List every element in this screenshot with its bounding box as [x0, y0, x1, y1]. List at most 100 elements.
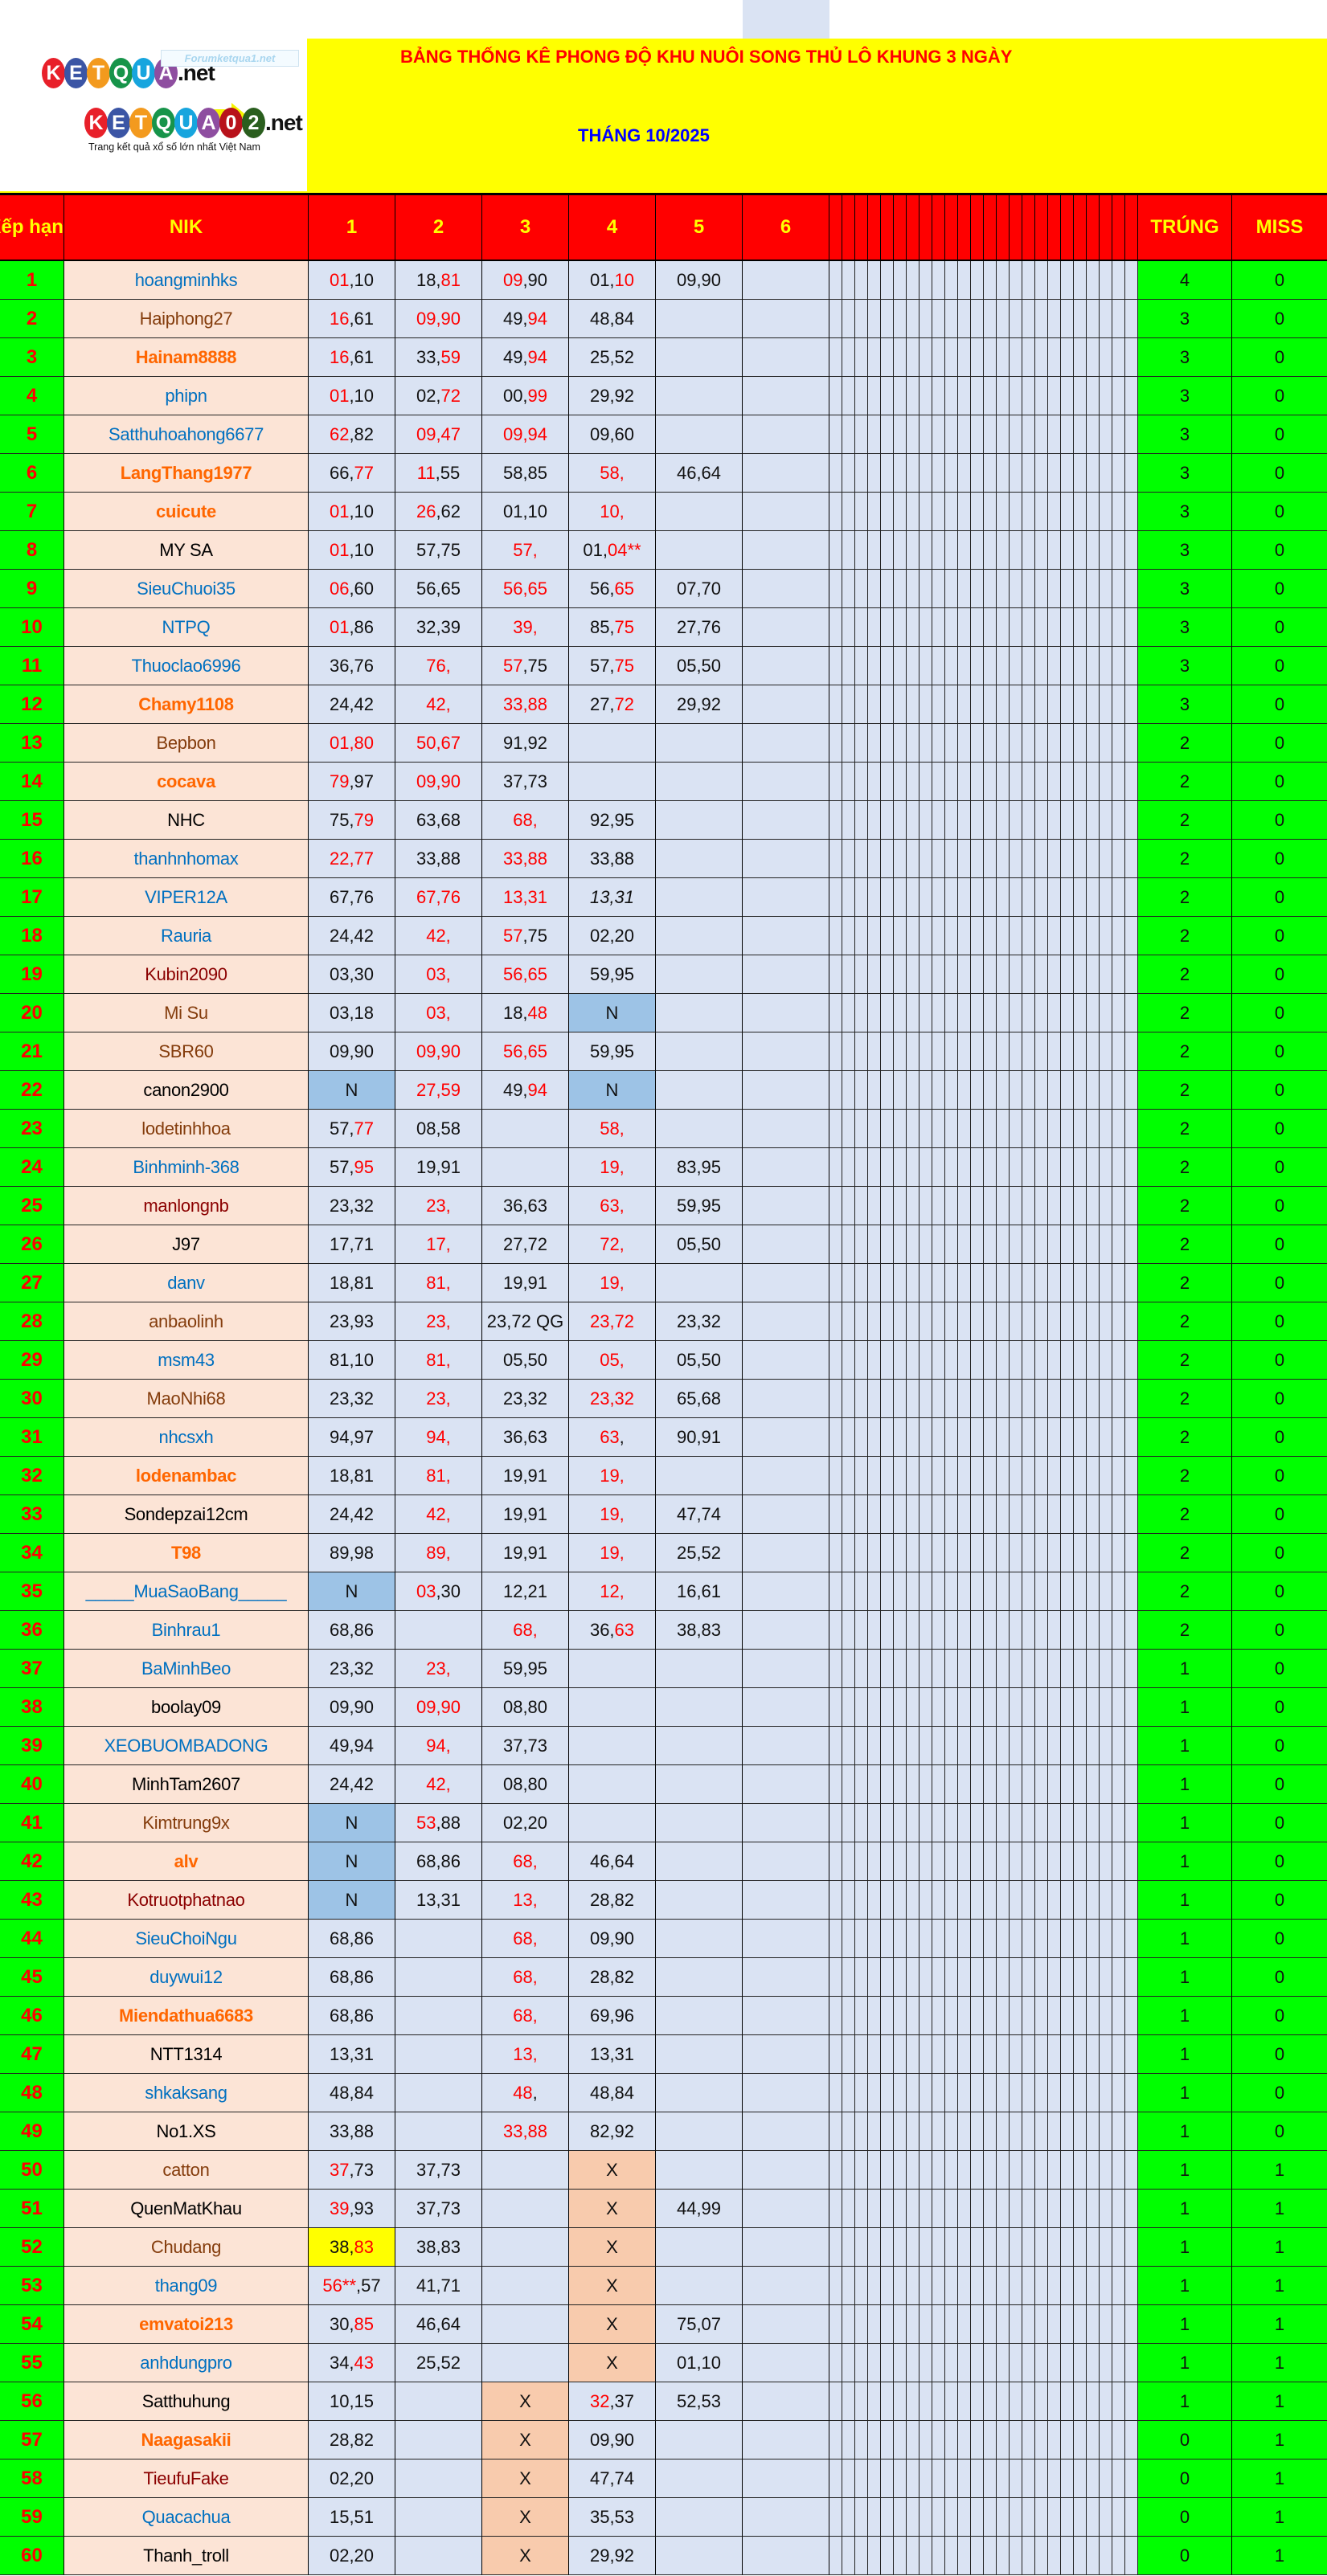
- spacer-cell: [932, 1110, 945, 1148]
- spacer-cell: [958, 2228, 971, 2267]
- spacer-cell: [1022, 1110, 1035, 1148]
- nik-cell[interactable]: Binhrau1: [64, 1611, 309, 1650]
- nik-cell[interactable]: shkaksang: [64, 2074, 309, 2112]
- nik-cell[interactable]: Bepbon: [64, 724, 309, 763]
- nik-cell[interactable]: MY SA: [64, 531, 309, 570]
- table-header-row: Xếp hạng NIK 1 2 3 4 5 6 TRÚNG MISS: [0, 193, 1327, 261]
- nik-cell[interactable]: MinhTam2607: [64, 1765, 309, 1804]
- nik-cell[interactable]: danv: [64, 1264, 309, 1302]
- spacer-cell: [868, 1920, 881, 1958]
- rank-cell: 46: [0, 1997, 64, 2035]
- nik-cell[interactable]: SBR60: [64, 1032, 309, 1071]
- spacer-cell: [829, 2421, 842, 2459]
- nik-cell[interactable]: alv: [64, 1842, 309, 1881]
- spacer-cell: [1087, 454, 1100, 493]
- nik-cell[interactable]: Chamy1108: [64, 685, 309, 724]
- nik-cell[interactable]: Sondepzai12cm: [64, 1495, 309, 1534]
- nik-cell[interactable]: NHC: [64, 801, 309, 840]
- nik-cell[interactable]: lodenambac: [64, 1457, 309, 1495]
- spacer-cell: [958, 1032, 971, 1071]
- nik-cell[interactable]: QuenMatKhau: [64, 2190, 309, 2228]
- nik-cell[interactable]: LangThang1977: [64, 454, 309, 493]
- nik-cell[interactable]: catton: [64, 2151, 309, 2190]
- spacer-cell: [1022, 1302, 1035, 1341]
- day-4-cell: [569, 1804, 656, 1842]
- nik-cell[interactable]: MaoNhi68: [64, 1380, 309, 1418]
- nik-cell[interactable]: Rauria: [64, 917, 309, 955]
- nik-cell[interactable]: cocava: [64, 763, 309, 801]
- spacer-cell: [919, 2459, 932, 2498]
- spacer-cell: [1087, 377, 1100, 415]
- spacer-cell: [1125, 801, 1138, 840]
- spacer-cell: [894, 1727, 907, 1765]
- nik-cell[interactable]: Kubin2090: [64, 955, 309, 994]
- nik-cell[interactable]: boolay09: [64, 1688, 309, 1727]
- nik-cell[interactable]: BaMinhBeo: [64, 1650, 309, 1688]
- day-5-cell: [656, 415, 743, 454]
- nik-cell[interactable]: TieufuFake: [64, 2459, 309, 2498]
- nik-cell[interactable]: duywui12: [64, 1958, 309, 1997]
- nik-cell[interactable]: XEOBUOMBADONG: [64, 1727, 309, 1765]
- spacer-cell: [1100, 493, 1112, 531]
- nik-cell[interactable]: SieuChoiNgu: [64, 1920, 309, 1958]
- spacer-cell: [1022, 955, 1035, 994]
- nik-cell[interactable]: msm43: [64, 1341, 309, 1380]
- nik-cell[interactable]: Haiphong27: [64, 300, 309, 338]
- nik-cell[interactable]: thanhnhomax: [64, 840, 309, 878]
- nik-cell[interactable]: thang09: [64, 2267, 309, 2305]
- spacer-cell: [1035, 2305, 1048, 2344]
- spacer-cell: [829, 1225, 842, 1264]
- spacer-cell: [842, 1920, 855, 1958]
- spacer-cell: [881, 1457, 894, 1495]
- nik-cell[interactable]: J97: [64, 1225, 309, 1264]
- rank-cell: 11: [0, 647, 64, 685]
- spacer-cell: [1022, 1881, 1035, 1920]
- spacer-cell: [1112, 1572, 1125, 1611]
- nik-cell[interactable]: Kotruotphatnao: [64, 1881, 309, 1920]
- nik-cell[interactable]: anbaolinh: [64, 1302, 309, 1341]
- hits-cell: 1: [1138, 1727, 1232, 1765]
- spacer-cell: [1022, 1187, 1035, 1225]
- nik-cell[interactable]: No1.XS: [64, 2112, 309, 2151]
- nik-cell[interactable]: SieuChuoi35: [64, 570, 309, 608]
- nik-cell[interactable]: Binhminh-368: [64, 1148, 309, 1187]
- nik-cell[interactable]: Hainam8888: [64, 338, 309, 377]
- nik-cell[interactable]: NTPQ: [64, 608, 309, 647]
- nik-cell[interactable]: manlongnb: [64, 1187, 309, 1225]
- nik-cell[interactable]: hoangminhks: [64, 261, 309, 300]
- nik-cell[interactable]: emvatoi213: [64, 2305, 309, 2344]
- rank-cell: 10: [0, 608, 64, 647]
- nik-cell[interactable]: canon2900: [64, 1071, 309, 1110]
- spacer-cell: [829, 2305, 842, 2344]
- nik-cell[interactable]: lodetinhhoa: [64, 1110, 309, 1148]
- nik-cell[interactable]: NTT1314: [64, 2035, 309, 2074]
- miss-cell: 0: [1232, 1572, 1327, 1611]
- nik-cell[interactable]: Kimtrung9x: [64, 1804, 309, 1842]
- nik-cell[interactable]: Quacachua: [64, 2498, 309, 2537]
- nik-cell[interactable]: Chudang: [64, 2228, 309, 2267]
- nik-cell[interactable]: Satthuhoahong6677: [64, 415, 309, 454]
- nik-cell[interactable]: Naagasakii: [64, 2421, 309, 2459]
- nik-cell[interactable]: Mi Su: [64, 994, 309, 1032]
- spacer-cell: [945, 2151, 958, 2190]
- nik-cell[interactable]: cuicute: [64, 493, 309, 531]
- spacer-cell: [1035, 1187, 1048, 1225]
- day-2-cell: 37,73: [395, 2190, 482, 2228]
- nik-cell[interactable]: phipn: [64, 377, 309, 415]
- spacer-cell: [881, 955, 894, 994]
- spacer-cell: [1074, 2228, 1087, 2267]
- nik-cell[interactable]: Thuoclao6996: [64, 647, 309, 685]
- spacer-cell: [945, 2344, 958, 2382]
- spacer-cell: [1087, 2537, 1100, 2575]
- nik-cell[interactable]: Thanh_troll: [64, 2537, 309, 2575]
- nik-cell[interactable]: nhcsxh: [64, 1418, 309, 1457]
- spacer-cell: [1074, 1572, 1087, 1611]
- miss-cell: 0: [1232, 261, 1327, 300]
- nik-cell[interactable]: _____MuaSaoBang_____: [64, 1572, 309, 1611]
- spacer-cell: [932, 531, 945, 570]
- nik-cell[interactable]: T98: [64, 1534, 309, 1572]
- nik-cell[interactable]: anhdungpro: [64, 2344, 309, 2382]
- nik-cell[interactable]: VIPER12A: [64, 878, 309, 917]
- nik-cell[interactable]: Miendathua6683: [64, 1997, 309, 2035]
- nik-cell[interactable]: Satthuhung: [64, 2382, 309, 2421]
